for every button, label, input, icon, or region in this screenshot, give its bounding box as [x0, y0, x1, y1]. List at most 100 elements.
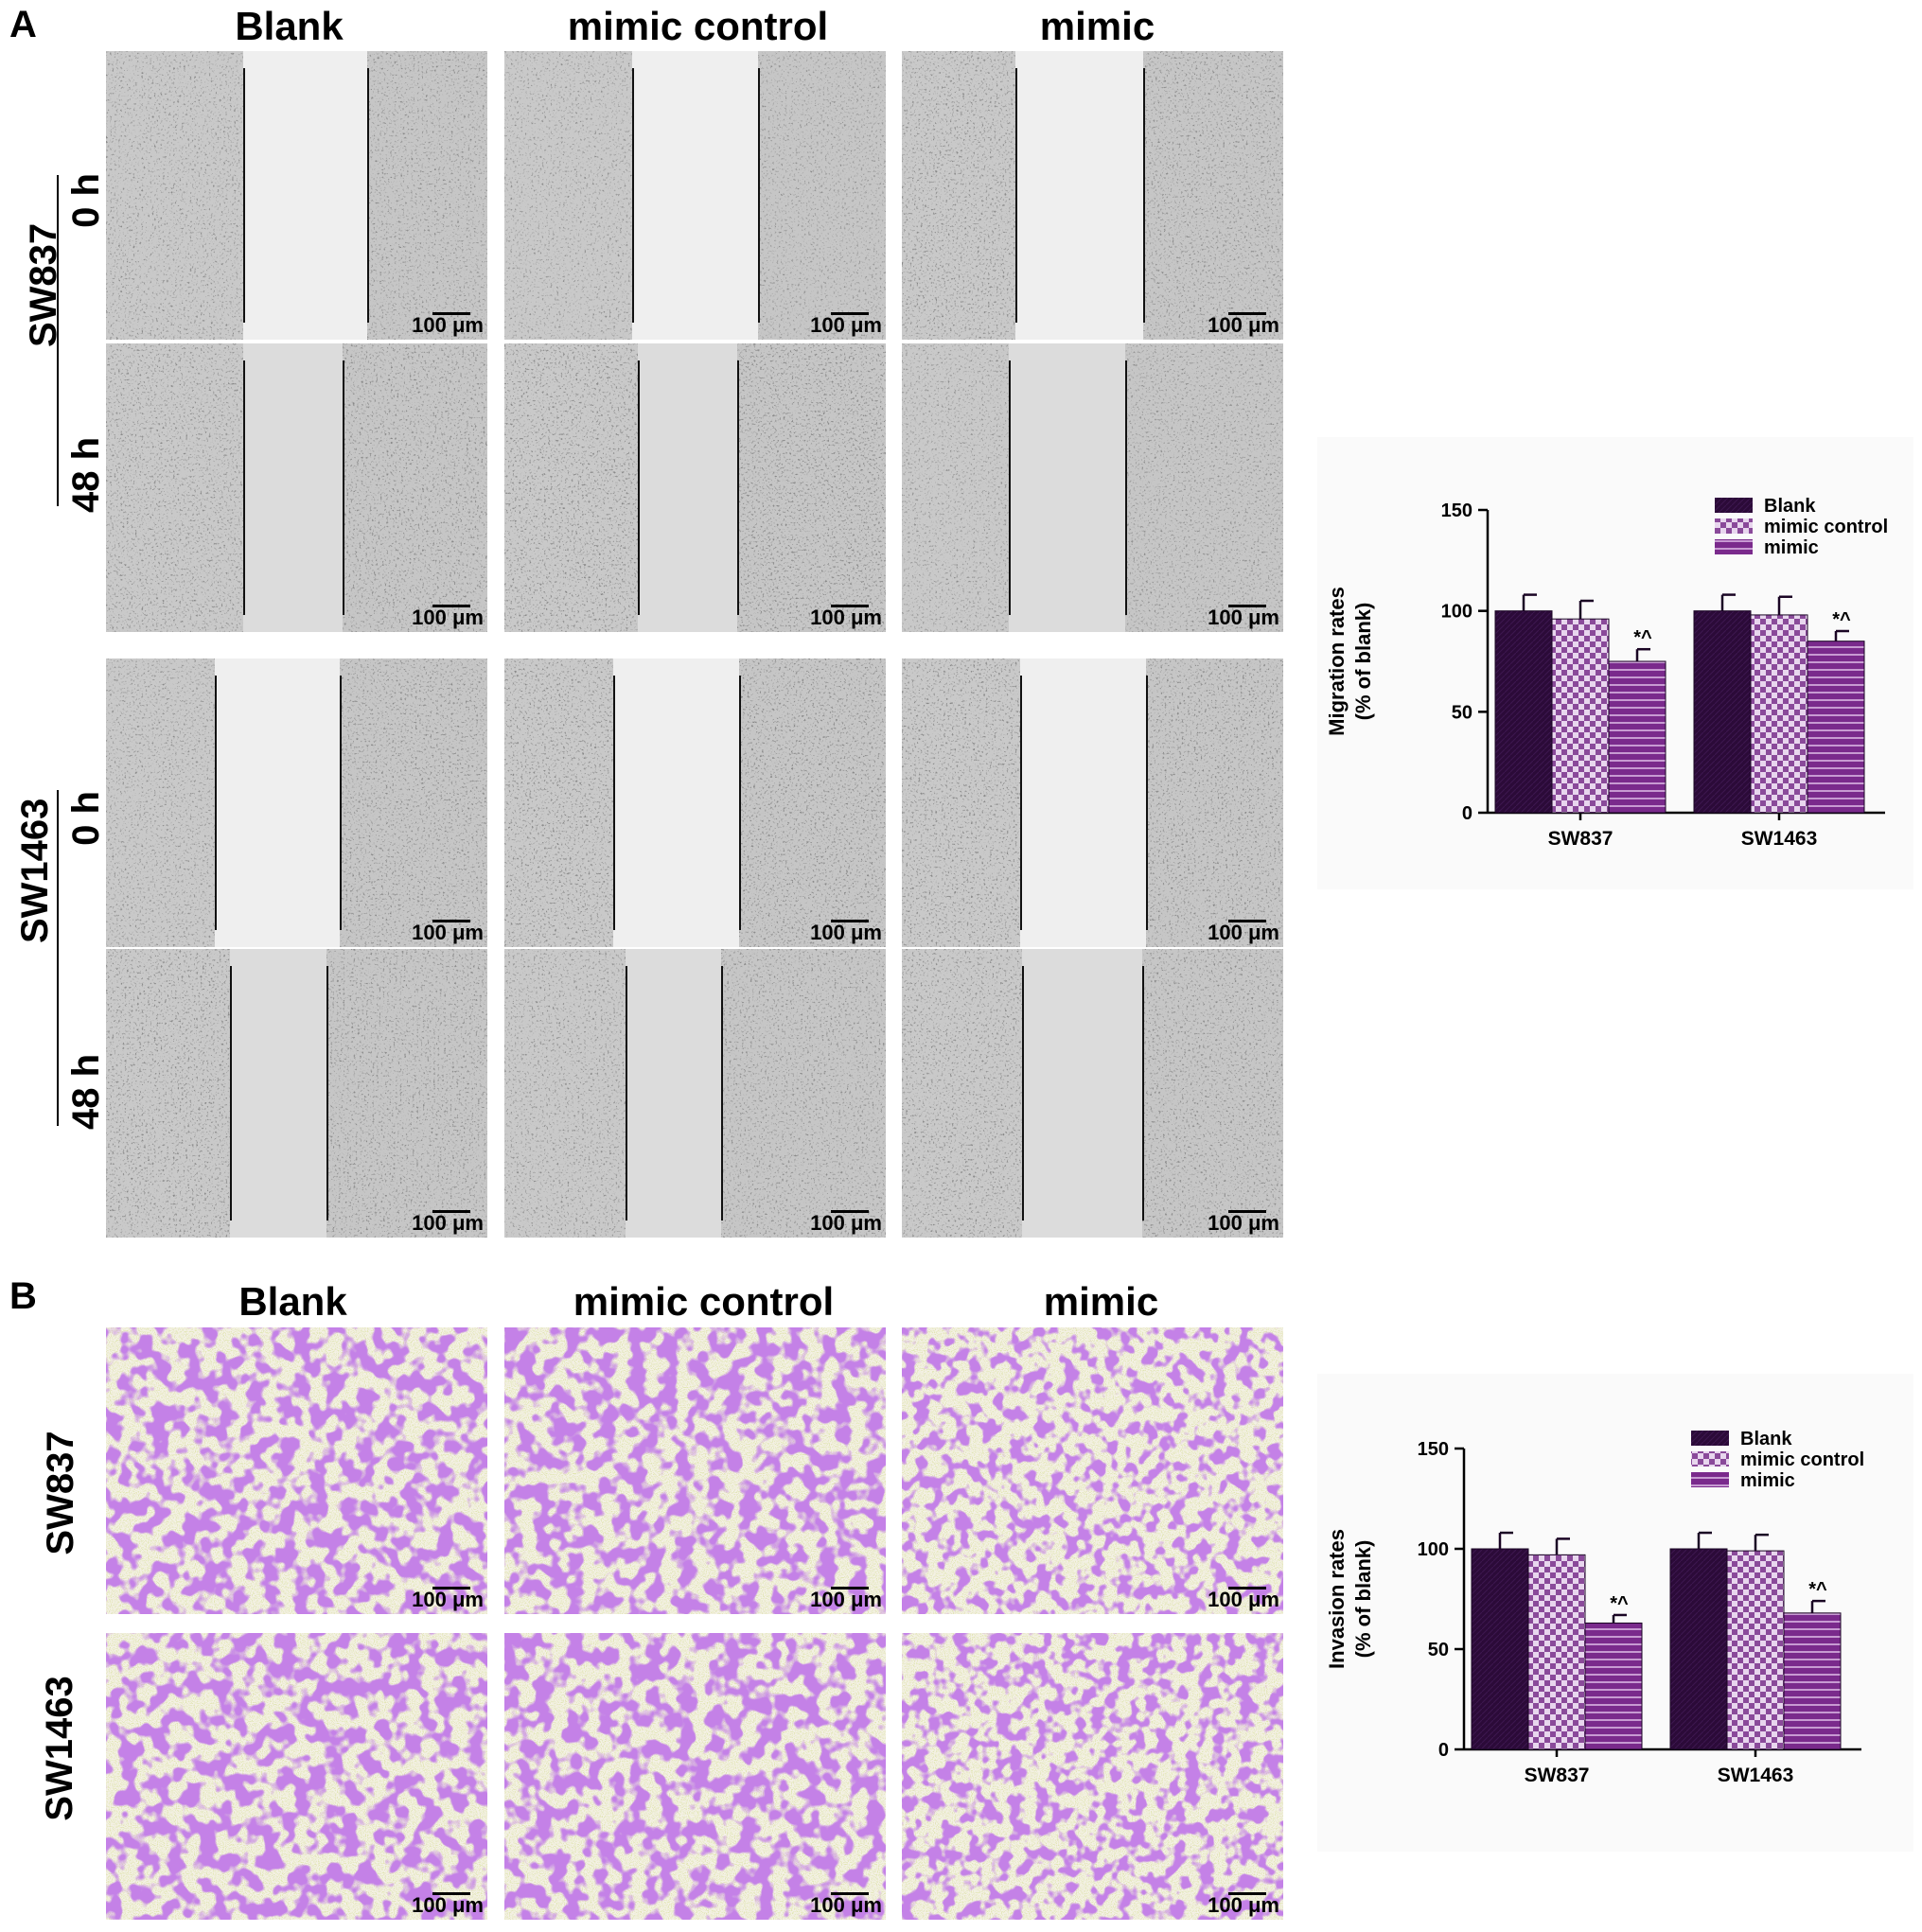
migration-bar-sw837-mimic-control: [1551, 618, 1610, 814]
invasion-image-sw837-mimic: 100 μm: [902, 1327, 1283, 1614]
invasion-chart: 0 50 100 150 Invasion rates (% of blank) SW837…: [1317, 1374, 1913, 1852]
scale-bar: [432, 1210, 470, 1213]
scale-bar-label: 100 μm: [1208, 606, 1279, 629]
migration-image-sw1463-0h-blank: 100 μm: [106, 659, 487, 947]
migration-legend-label: mimic: [1764, 537, 1819, 558]
scratch-edge-line: [1146, 676, 1148, 930]
scratch-edge-line: [632, 68, 634, 323]
row-label-b-sw837: SW837: [40, 1431, 81, 1555]
migration-bar-sw1463-mimic: [1807, 641, 1865, 814]
scale-bar: [1228, 605, 1266, 607]
scale-bar: [432, 1587, 470, 1590]
invasion-x-tick-label: SW837: [1525, 1765, 1590, 1786]
invasion-legend-swatch: [1691, 1431, 1729, 1446]
scale-bar: [831, 1210, 869, 1213]
scratch-edge-line: [367, 68, 369, 323]
invasion-legend-swatch: [1691, 1472, 1729, 1487]
migration-y-label-line2: (% of blank): [1351, 603, 1375, 721]
scale-bar-label: 100 μm: [1208, 1211, 1279, 1235]
scale-bar-label: 100 μm: [810, 1211, 882, 1235]
migration-image-sw1463-0h-mimic-control: 100 μm: [504, 659, 886, 947]
migration-y-tick-label: 50: [1452, 702, 1472, 723]
migration-y-tick-label: 150: [1441, 501, 1472, 521]
migration-significance-label: *^: [1633, 627, 1652, 648]
panel-a-col-title-mimic-control: mimic control: [567, 4, 829, 48]
scratch-edge-line: [243, 360, 245, 615]
invasion-y-label-line1: Invasion rates: [1325, 1529, 1349, 1669]
panel-a-col-title-blank: Blank: [235, 4, 344, 48]
scratch-edge-line: [1143, 68, 1145, 323]
scale-bar-label: 100 μm: [1208, 313, 1279, 337]
migration-legend-label: Blank: [1764, 496, 1816, 517]
scratch-edge-line: [1009, 360, 1011, 615]
scale-bar-label: 100 μm: [810, 313, 882, 337]
panel-b-col-title-mimic-control: mimic control: [573, 1279, 835, 1324]
migration-x-tick-label: SW1463: [1741, 828, 1818, 850]
scale-bar: [831, 1892, 869, 1895]
scratch-edge-line: [340, 676, 342, 930]
scale-bar: [831, 605, 869, 607]
group-bracket-sw1463: [57, 790, 59, 1126]
scratch-edge-line: [1022, 966, 1024, 1221]
scale-bar: [1228, 1210, 1266, 1213]
migration-bar-sw837-mimic: [1608, 660, 1666, 814]
scale-bar-label: 100 μm: [810, 1588, 882, 1611]
migration-image-sw837-48h-mimic: 100 μm: [902, 343, 1283, 632]
scratch-edge-line: [326, 966, 328, 1221]
invasion-y-tick-label: 0: [1438, 1740, 1449, 1761]
invasion-y-tick-label: 100: [1418, 1539, 1449, 1560]
scale-bar-label: 100 μm: [412, 1588, 484, 1611]
invasion-image-sw1463-blank: 100 μm: [106, 1633, 487, 1920]
panel-a-col-title-mimic: mimic: [1039, 4, 1155, 48]
migration-chart: 0 50 100 150 Migration rates (% of blank) SW83…: [1317, 437, 1913, 889]
scale-bar: [831, 312, 869, 315]
migration-bar-sw1463-blank: [1693, 610, 1752, 814]
scale-bar-label: 100 μm: [412, 606, 484, 629]
row-label-sw1463-48h: 48 h: [65, 1053, 107, 1131]
row-label-sw837-0h: 0 h: [65, 173, 107, 228]
scale-bar: [432, 1892, 470, 1895]
scale-bar-label: 100 μm: [412, 921, 484, 944]
migration-significance-label: *^: [1832, 609, 1851, 630]
migration-image-sw837-48h-blank: 100 μm: [106, 343, 487, 632]
invasion-legend-label: mimic: [1740, 1470, 1795, 1491]
scale-bar-label: 100 μm: [412, 313, 484, 337]
invasion-significance-label: *^: [1808, 1579, 1827, 1600]
scale-bar-label: 100 μm: [1208, 921, 1279, 944]
panel-b-col-title-blank: Blank: [238, 1279, 347, 1324]
invasion-x-tick-label: SW1463: [1718, 1765, 1794, 1786]
scratch-edge-line: [343, 360, 344, 615]
row-label-sw1463: SW1463: [14, 798, 56, 943]
invasion-y-tick-label: 50: [1428, 1640, 1449, 1660]
scale-bar: [831, 920, 869, 922]
scratch-edge-line: [230, 966, 232, 1221]
row-label-sw837-48h: 48 h: [65, 436, 107, 514]
invasion-bar-sw1463-mimic-control: [1726, 1550, 1785, 1750]
scale-bar: [1228, 1587, 1266, 1590]
row-label-sw837: SW837: [23, 222, 64, 347]
migration-chart-svg: 0 50 100 150 Migration rates (% of blank) SW83…: [1325, 496, 1888, 850]
invasion-image-sw837-mimic-control: 100 μm: [504, 1327, 886, 1614]
invasion-legend-label: Blank: [1740, 1429, 1792, 1449]
scale-bar: [831, 1587, 869, 1590]
scratch-edge-line: [1020, 676, 1022, 930]
invasion-image-sw1463-mimic: 100 μm: [902, 1633, 1283, 1920]
invasion-y-label-line2: (% of blank): [1351, 1540, 1375, 1659]
migration-image-sw1463-48h-blank: 100 μm: [106, 949, 487, 1238]
invasion-legend-swatch: [1691, 1451, 1729, 1467]
scale-bar-label: 100 μm: [412, 1211, 484, 1235]
migration-image-sw1463-48h-mimic: 100 μm: [902, 949, 1283, 1238]
migration-legend-swatch: [1715, 518, 1753, 534]
migration-image-sw837-0h-mimic: 100 μm: [902, 51, 1283, 340]
scratch-edge-line: [626, 966, 627, 1221]
migration-legend-swatch: [1715, 539, 1753, 554]
migration-y-tick-label: 0: [1462, 803, 1472, 824]
scale-bar: [432, 605, 470, 607]
panel-b-letter: B: [9, 1275, 37, 1317]
scale-bar: [432, 920, 470, 922]
invasion-significance-label: *^: [1610, 1593, 1629, 1614]
scratch-edge-line: [721, 966, 723, 1221]
invasion-bar-sw1463-mimic: [1783, 1612, 1842, 1750]
scale-bar-label: 100 μm: [1208, 1588, 1279, 1611]
scratch-edge-line: [1015, 68, 1017, 323]
